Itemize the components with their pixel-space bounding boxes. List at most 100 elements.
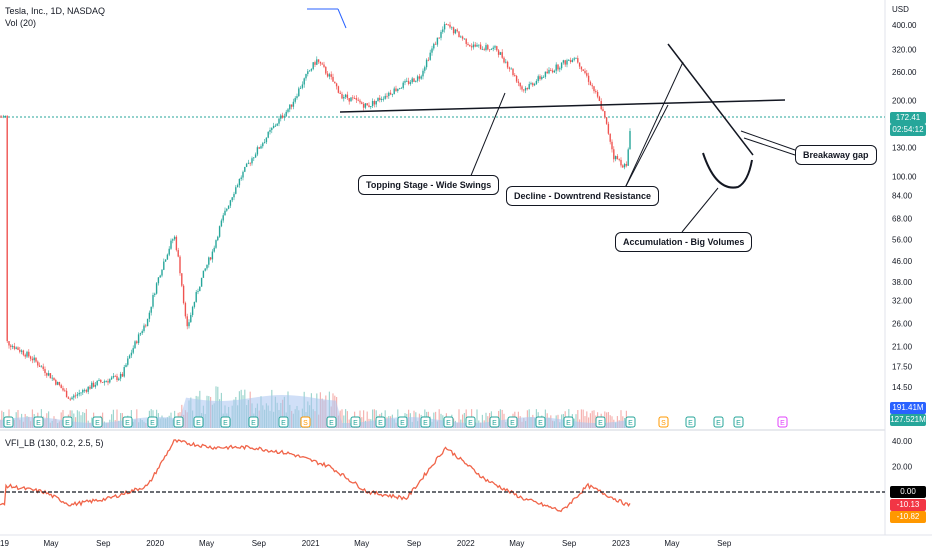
earnings-event-glyph: E	[400, 420, 405, 427]
earnings-event-marker[interactable]	[375, 416, 386, 428]
earnings-event-marker[interactable]	[535, 416, 546, 428]
accumulation-arc[interactable]	[702, 152, 753, 189]
candle-body	[332, 76, 334, 82]
candle-body	[202, 270, 205, 278]
callout-accumulation[interactable]: Accumulation - Big Volumes	[615, 232, 753, 252]
earnings-event-glyph: E	[353, 420, 358, 427]
time-tick-label: 2019	[0, 539, 9, 548]
earnings-event-marker[interactable]	[278, 416, 289, 428]
downtrend-resistance-line[interactable]	[667, 43, 754, 156]
earnings-event-marker[interactable]	[62, 416, 73, 428]
earnings-event-glyph: E	[196, 420, 201, 427]
earnings-event-marker[interactable]	[92, 416, 103, 428]
candle-body	[506, 61, 509, 68]
callout-decline[interactable]: Decline - Downtrend Resistance	[506, 186, 660, 206]
candle-body	[442, 29, 444, 32]
candle-body	[533, 83, 536, 86]
candle-body	[595, 91, 597, 92]
earnings-event-glyph: E	[125, 420, 130, 427]
candle-body	[424, 67, 426, 71]
candle-body	[310, 68, 313, 71]
time-tick-label: May	[509, 539, 524, 548]
earnings-event-marker[interactable]	[122, 416, 133, 428]
candle-body	[510, 68, 512, 70]
symbol-title[interactable]: Tesla, Inc., 1D, NASDAQ	[5, 6, 106, 16]
candle-body	[627, 149, 629, 166]
earnings-event-marker[interactable]	[713, 416, 724, 428]
candle-body	[19, 349, 21, 352]
candle-body	[411, 78, 413, 83]
earnings-event-glyph: E	[688, 420, 693, 427]
candle-body	[47, 373, 50, 376]
price-tick-label: 46.00	[892, 257, 913, 266]
earnings-event-glyph: E	[36, 420, 41, 427]
volume-bar	[438, 409, 440, 428]
candle-body	[107, 381, 109, 383]
candle-body	[60, 385, 62, 389]
candle-body	[62, 388, 64, 391]
indicator-legend[interactable]: VFI_LB (130, 0.2, 2.5, 5)	[5, 438, 104, 448]
earnings-event-marker[interactable]	[248, 416, 259, 428]
candle-body	[539, 76, 541, 80]
candle-body	[519, 82, 521, 87]
drawing-blue-diagonal[interactable]	[337, 8, 347, 29]
candle-body	[348, 98, 350, 102]
callout-topping-stage[interactable]: Topping Stage - Wide Swings	[358, 175, 500, 195]
earnings-event-marker[interactable]	[685, 416, 696, 428]
earnings-event-marker[interactable]	[465, 416, 476, 428]
earnings-event-marker[interactable]	[300, 416, 311, 428]
volume-bar	[345, 409, 347, 428]
earnings-event-marker[interactable]	[3, 416, 14, 428]
price-badge: 172.41	[890, 112, 926, 124]
earnings-event-marker[interactable]	[595, 416, 606, 428]
earnings-event-marker[interactable]	[33, 416, 44, 428]
earnings-event-marker[interactable]	[507, 416, 518, 428]
candle-body	[339, 92, 341, 94]
candle-body	[74, 395, 77, 397]
earnings-event-marker[interactable]	[733, 416, 744, 428]
time-tick-label: Sep	[407, 539, 422, 548]
earnings-event-marker[interactable]	[193, 416, 204, 428]
earnings-event-glyph: E	[176, 420, 181, 427]
indicator-tick-label: 40.00	[892, 437, 913, 446]
callout-breakaway-gap[interactable]: Breakaway gap	[795, 145, 877, 165]
candle-body	[271, 127, 273, 131]
time-tick-label: May	[664, 539, 679, 548]
earnings-event-marker[interactable]	[625, 416, 636, 428]
candle-body	[224, 210, 226, 216]
volume-bar	[82, 412, 84, 428]
candle-body	[623, 163, 626, 168]
candle-body	[92, 382, 95, 387]
candle-body	[290, 104, 293, 107]
earnings-event-marker[interactable]	[326, 416, 337, 428]
candle-body	[11, 346, 14, 347]
candle-body	[514, 75, 516, 76]
earnings-event-marker[interactable]	[397, 416, 408, 428]
candle-body	[425, 59, 428, 68]
earnings-event-marker[interactable]	[220, 416, 231, 428]
earnings-event-marker[interactable]	[658, 416, 669, 428]
earnings-event-marker[interactable]	[420, 416, 431, 428]
earnings-event-marker[interactable]	[777, 416, 788, 428]
earnings-event-glyph: E	[736, 420, 741, 427]
candle-body	[82, 390, 84, 393]
candle-body	[172, 239, 174, 241]
earnings-event-marker[interactable]	[147, 416, 158, 428]
earnings-event-marker[interactable]	[443, 416, 454, 428]
volume-bar	[575, 414, 577, 428]
candle-body	[625, 163, 628, 166]
candle-body	[344, 94, 347, 98]
volume-legend[interactable]: Vol (20)	[5, 18, 37, 28]
candle-body	[434, 43, 437, 45]
candle-body	[607, 123, 610, 134]
candle-body	[530, 83, 532, 85]
volume-bar	[372, 409, 374, 428]
earnings-event-marker[interactable]	[350, 416, 361, 428]
candle-body	[263, 142, 266, 144]
earnings-event-marker[interactable]	[489, 416, 500, 428]
earnings-event-marker[interactable]	[173, 416, 184, 428]
neckline-trendline[interactable]	[339, 99, 786, 113]
earnings-event-marker[interactable]	[563, 416, 574, 428]
